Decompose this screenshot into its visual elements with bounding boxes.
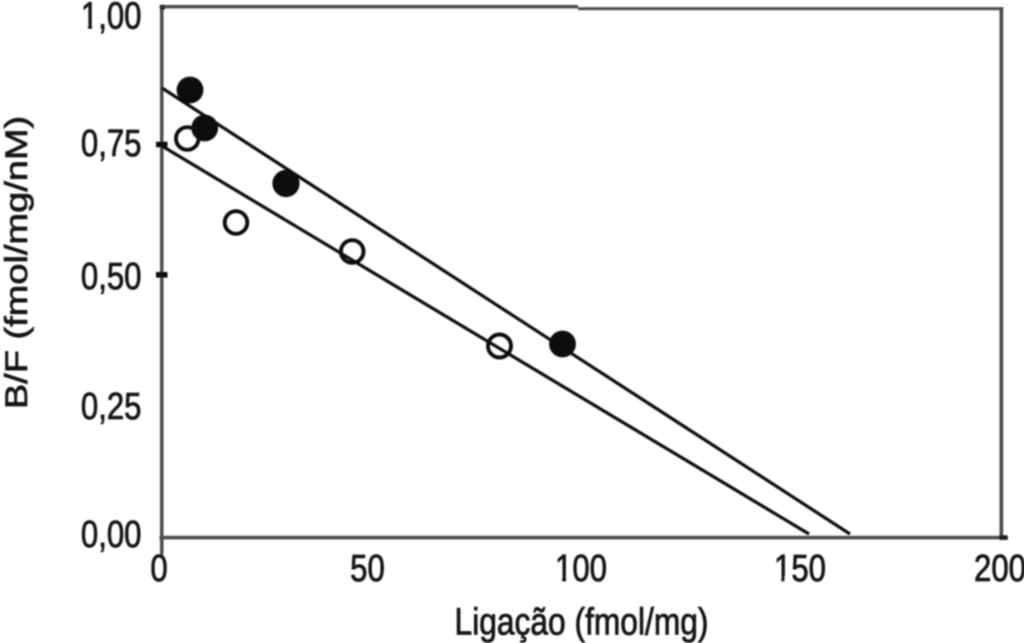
- svg-text:100: 100: [555, 548, 607, 590]
- svg-text:0,75: 0,75: [81, 123, 142, 165]
- svg-text:0,00: 0,00: [81, 514, 142, 556]
- svg-text:0,50: 0,50: [81, 256, 142, 298]
- svg-text:B/F (fmol/mg/nM): B/F (fmol/mg/nM): [0, 116, 34, 409]
- svg-text:200: 200: [974, 548, 1024, 590]
- svg-text:Ligação (fmol/mg): Ligação (fmol/mg): [455, 601, 709, 643]
- svg-text:150: 150: [774, 548, 826, 590]
- svg-text:0: 0: [150, 548, 167, 590]
- svg-text:50: 50: [350, 548, 385, 590]
- svg-text:1,00: 1,00: [81, 0, 142, 37]
- svg-text:0,25: 0,25: [81, 386, 142, 428]
